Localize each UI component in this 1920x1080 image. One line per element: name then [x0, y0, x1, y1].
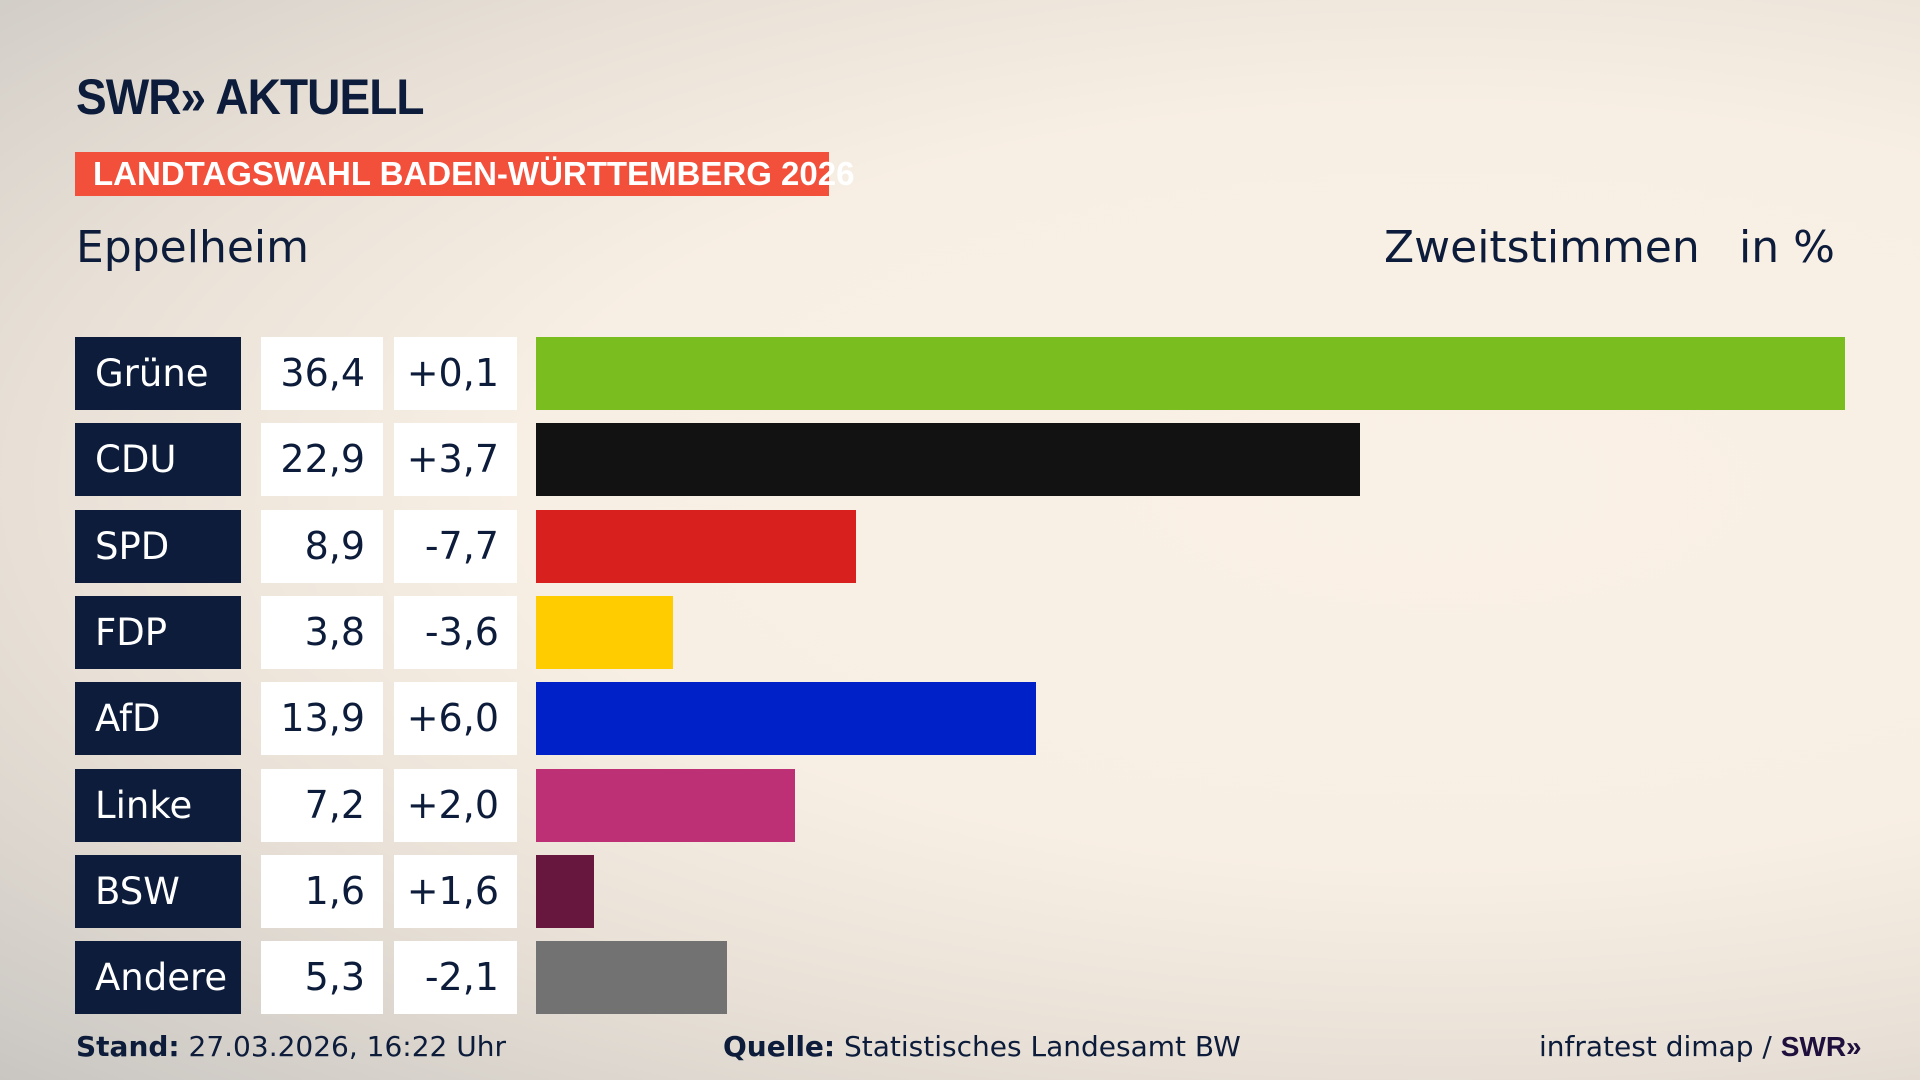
party-label: Linke — [75, 768, 241, 842]
change-label: +6,0 — [394, 682, 517, 756]
timestamp-label: Stand: — [76, 1030, 180, 1063]
timestamp: Stand: 27.03.2026, 16:22 Uhr — [76, 1030, 506, 1063]
unit-label: in % — [1739, 222, 1835, 273]
party-label: AfD — [75, 682, 241, 756]
source-value: Statistisches Landesamt BW — [844, 1030, 1241, 1063]
party-label: Grüne — [75, 337, 241, 410]
party-label: BSW — [75, 854, 241, 928]
party-label: SPD — [75, 509, 241, 583]
party-label: FDP — [75, 595, 241, 669]
location-title: Eppelheim — [76, 222, 309, 273]
party-label: CDU — [75, 423, 241, 497]
source-label: Quelle: — [723, 1030, 836, 1063]
value-label: 5,3 — [261, 941, 383, 1015]
credit: infratest dimap / SWR» — [1539, 1030, 1862, 1063]
timestamp-value: 27.03.2026, 16:22 Uhr — [188, 1030, 506, 1063]
value-label: 3,8 — [261, 595, 383, 669]
party-label: Andere — [75, 941, 241, 1015]
bar — [536, 337, 1845, 410]
value-label: 1,6 — [261, 854, 383, 928]
value-label: 22,9 — [261, 423, 383, 497]
bar — [536, 682, 1036, 756]
value-label: 8,9 — [261, 509, 383, 583]
election-banner: LANDTAGSWAHL BADEN-WÜRTTEMBERG 2026 — [75, 152, 854, 196]
bar — [536, 941, 727, 1015]
credit-text: infratest dimap / — [1539, 1030, 1772, 1063]
bar — [536, 423, 1360, 497]
value-label: 13,9 — [261, 682, 383, 756]
value-label: 36,4 — [261, 337, 383, 410]
change-label: +2,0 — [394, 768, 517, 842]
source: Quelle: Statistisches Landesamt BW — [723, 1030, 1241, 1063]
change-label: -3,6 — [394, 595, 517, 669]
vote-type-label: Zweitstimmen — [1384, 222, 1700, 273]
change-label: -2,1 — [394, 941, 517, 1015]
bar — [536, 768, 795, 842]
change-label: +1,6 — [394, 854, 517, 928]
change-label: +3,7 — [394, 423, 517, 497]
swr-logo: SWR» — [1780, 1031, 1862, 1062]
change-label: -7,7 — [394, 509, 517, 583]
bar — [536, 854, 594, 928]
value-label: 7,2 — [261, 768, 383, 842]
bar — [536, 595, 673, 669]
swr-aktuell-logo: SWR» AKTUELL — [76, 69, 424, 125]
change-label: +0,1 — [394, 337, 517, 410]
bar — [536, 509, 857, 583]
